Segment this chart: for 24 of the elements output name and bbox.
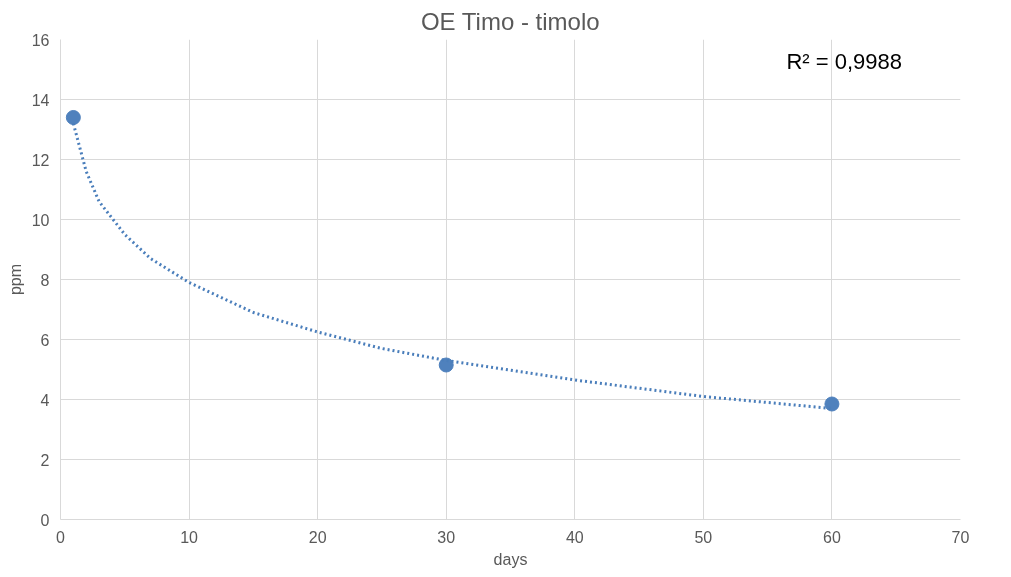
y-tick-label: 12 [31, 151, 50, 169]
y-axis-title: ppm [6, 263, 24, 296]
y-tick-label: 4 [40, 391, 50, 409]
y-tick-label: 14 [31, 91, 50, 109]
point [65, 110, 81, 125]
point [824, 396, 840, 412]
annotation: R² = 0,9988 [786, 48, 902, 74]
x-tick-label: 50 [694, 528, 713, 546]
x-axis-title: days [493, 550, 528, 568]
y-tick-label: 8 [40, 271, 50, 289]
point [438, 357, 454, 373]
y-tick-label: 2 [40, 451, 50, 469]
chart-title: OE Timo - timolo [420, 7, 600, 35]
y-tick-label: 6 [40, 331, 50, 349]
x-tick-label: 10 [180, 528, 199, 546]
x-tick-label: 40 [565, 528, 584, 546]
x-tick-label: 70 [951, 528, 970, 546]
x-tick-label: 30 [437, 528, 456, 546]
y-tick-label: 10 [31, 211, 50, 229]
x-tick-label: 60 [823, 528, 841, 546]
y-tick-label: 0 [40, 511, 50, 529]
x-tick-label: 20 [308, 528, 327, 546]
y-tick-label: 16 [31, 31, 50, 49]
x-tick-label: 0 [56, 528, 66, 546]
